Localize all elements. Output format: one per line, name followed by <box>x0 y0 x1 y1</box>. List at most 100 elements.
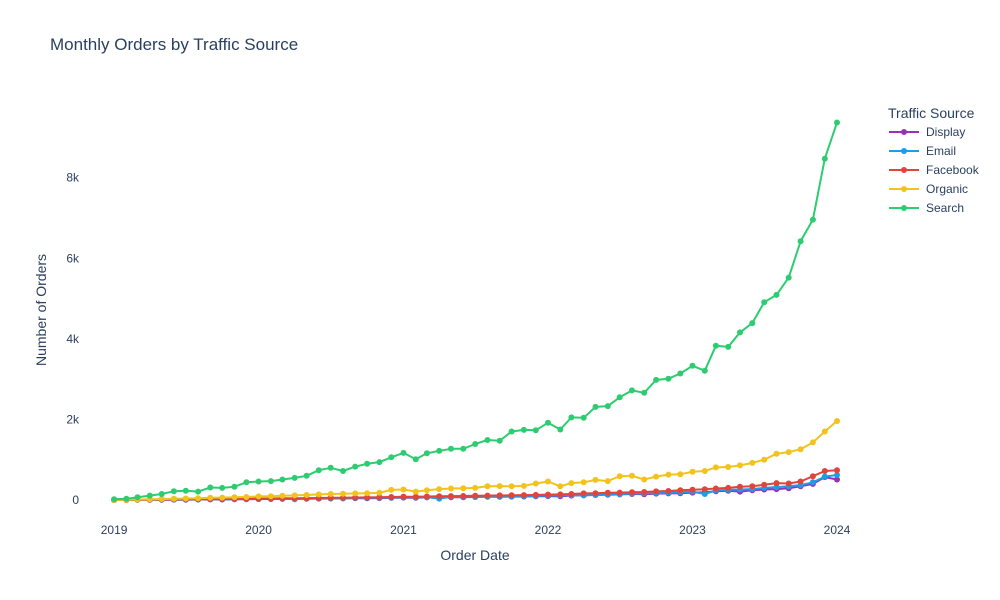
data-point-search[interactable] <box>170 488 177 495</box>
data-point-facebook[interactable] <box>629 489 635 496</box>
data-point-facebook[interactable] <box>785 480 792 487</box>
data-point-search[interactable] <box>773 291 780 298</box>
data-point-organic[interactable] <box>725 464 732 470</box>
data-point-facebook[interactable] <box>472 492 479 499</box>
data-point-facebook[interactable] <box>448 493 454 500</box>
data-point-email[interactable] <box>821 473 828 480</box>
data-point-organic[interactable] <box>376 489 383 496</box>
data-point-facebook[interactable] <box>520 492 527 499</box>
data-point-search[interactable] <box>532 427 539 434</box>
data-point-organic[interactable] <box>267 493 274 500</box>
data-point-search[interactable] <box>761 299 768 306</box>
data-point-search[interactable] <box>689 362 696 369</box>
data-point-facebook[interactable] <box>376 494 383 501</box>
data-point-organic[interactable] <box>785 449 792 456</box>
data-point-facebook[interactable] <box>352 494 359 501</box>
data-point-search[interactable] <box>243 479 250 486</box>
data-point-organic[interactable] <box>170 495 177 502</box>
data-point-facebook[interactable] <box>677 487 684 494</box>
data-point-facebook[interactable] <box>737 483 743 490</box>
data-point-search[interactable] <box>725 343 732 350</box>
data-point-organic[interactable] <box>545 478 551 485</box>
data-point-display[interactable] <box>834 476 840 483</box>
data-point-organic[interactable] <box>712 464 719 471</box>
data-point-search[interactable] <box>809 216 816 223</box>
data-point-search[interactable] <box>327 464 334 471</box>
data-point-facebook[interactable] <box>557 491 564 498</box>
data-point-search[interactable] <box>641 389 648 396</box>
data-point-facebook[interactable] <box>689 486 696 493</box>
data-point-organic[interactable] <box>677 471 684 478</box>
data-point-search[interactable] <box>749 320 756 327</box>
data-point-search[interactable] <box>797 238 804 245</box>
data-point-organic[interactable] <box>448 485 454 492</box>
data-point-search[interactable] <box>315 467 322 474</box>
data-point-organic[interactable] <box>508 483 515 490</box>
data-point-organic[interactable] <box>568 480 575 487</box>
data-point-search[interactable] <box>520 426 527 433</box>
data-point-organic[interactable] <box>255 493 262 500</box>
data-point-search[interactable] <box>123 495 130 502</box>
data-point-organic[interactable] <box>532 480 539 487</box>
data-point-organic[interactable] <box>689 468 696 475</box>
data-point-search[interactable] <box>134 494 141 501</box>
data-point-facebook[interactable] <box>834 467 840 474</box>
legend-item-display[interactable]: Display <box>889 125 965 139</box>
data-point-facebook[interactable] <box>749 483 756 490</box>
data-point-facebook[interactable] <box>460 493 467 499</box>
data-point-facebook[interactable] <box>568 491 575 497</box>
data-point-search[interactable] <box>460 445 467 452</box>
data-point-search[interactable] <box>231 483 238 490</box>
data-point-organic[interactable] <box>327 491 334 497</box>
data-point-organic[interactable] <box>412 488 419 495</box>
data-point-organic[interactable] <box>158 496 165 502</box>
data-point-search[interactable] <box>508 428 515 435</box>
data-point-search[interactable] <box>255 478 262 485</box>
data-point-search[interactable] <box>423 450 430 457</box>
data-point-organic[interactable] <box>291 492 298 499</box>
data-point-search[interactable] <box>677 370 684 377</box>
data-point-search[interactable] <box>785 274 792 281</box>
data-point-organic[interactable] <box>616 473 623 480</box>
data-point-search[interactable] <box>496 437 503 444</box>
data-point-facebook[interactable] <box>484 492 491 499</box>
data-point-organic[interactable] <box>182 495 189 502</box>
data-point-search[interactable] <box>436 447 443 454</box>
data-point-facebook[interactable] <box>773 480 780 487</box>
data-point-facebook[interactable] <box>580 490 587 497</box>
data-point-organic[interactable] <box>604 478 611 485</box>
data-point-organic[interactable] <box>496 483 503 490</box>
data-point-organic[interactable] <box>243 494 250 500</box>
data-point-organic[interactable] <box>303 492 310 498</box>
data-point-facebook[interactable] <box>436 493 443 500</box>
data-point-organic[interactable] <box>749 459 756 466</box>
data-point-search[interactable] <box>665 375 672 382</box>
data-point-organic[interactable] <box>520 482 527 489</box>
data-point-facebook[interactable] <box>616 489 623 496</box>
data-point-organic[interactable] <box>761 456 768 463</box>
data-point-search[interactable] <box>158 491 165 497</box>
data-point-search[interactable] <box>821 155 828 162</box>
data-point-organic[interactable] <box>580 479 587 486</box>
data-point-facebook[interactable] <box>641 489 648 495</box>
data-point-email[interactable] <box>701 491 708 497</box>
data-point-facebook[interactable] <box>653 488 660 495</box>
data-point-organic[interactable] <box>737 462 743 469</box>
legend-item-organic[interactable]: Organic <box>889 182 968 196</box>
data-point-facebook[interactable] <box>508 492 515 499</box>
data-point-search[interactable] <box>303 472 310 479</box>
data-point-search[interactable] <box>219 484 226 491</box>
data-point-search[interactable] <box>701 367 708 374</box>
data-point-organic[interactable] <box>364 490 371 497</box>
data-point-search[interactable] <box>653 376 660 383</box>
data-point-facebook[interactable] <box>388 494 395 500</box>
data-point-facebook[interactable] <box>496 492 503 499</box>
data-point-facebook[interactable] <box>604 489 611 496</box>
data-point-search[interactable] <box>448 445 454 452</box>
data-point-organic[interactable] <box>797 446 804 453</box>
data-point-organic[interactable] <box>472 484 479 491</box>
data-point-search[interactable] <box>400 449 407 456</box>
data-point-facebook[interactable] <box>712 485 719 492</box>
data-point-search[interactable] <box>364 460 371 467</box>
data-point-organic[interactable] <box>340 490 346 497</box>
